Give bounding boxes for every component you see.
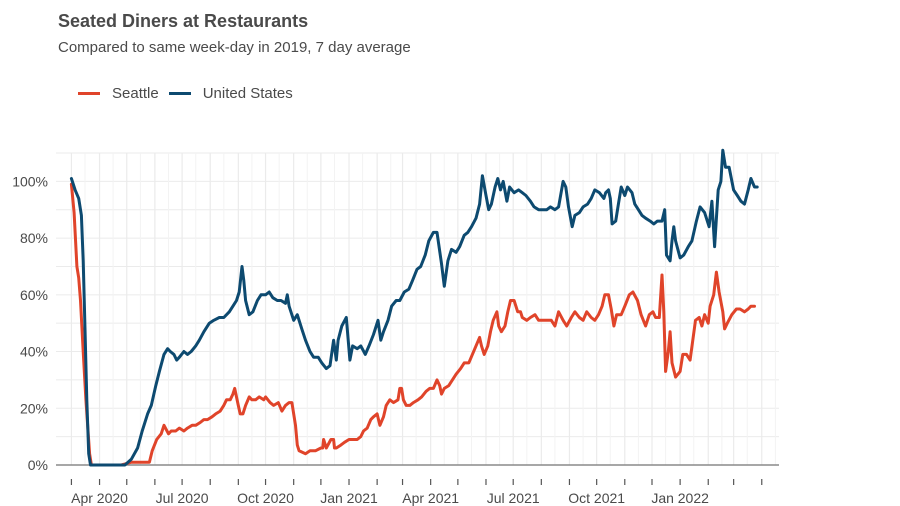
x-tick-label: Jan 2021 [320, 490, 378, 506]
x-tick-label: Jan 2022 [651, 490, 709, 506]
y-axis: 0% 20% 40% 60% 80% 100% [12, 173, 48, 473]
x-tick-label: Apr 2020 [71, 490, 128, 506]
x-tick-label: Jul 2020 [156, 490, 209, 506]
series-lines [69, 148, 759, 467]
chart-title: Seated Diners at Restaurants [58, 11, 309, 31]
legend-label-united-states: United States [202, 85, 293, 102]
series-line-united-states [69, 148, 759, 467]
chart-subtitle: Compared to same week-day in 2019, 7 day… [58, 39, 411, 56]
grid [56, 152, 779, 466]
x-axis: Apr 2020 Jul 2020 Oct 2020 Jan 2021 Apr 2021… [70, 479, 763, 506]
y-tick-label: 100% [12, 173, 48, 189]
x-tick-label: Oct 2020 [237, 490, 294, 506]
x-tick-label: Apr 2021 [402, 490, 459, 506]
y-tick-label: 60% [20, 287, 48, 303]
legend-item-seattle: Seattle [78, 85, 159, 102]
legend-swatch-united-states [168, 92, 191, 95]
y-tick-label: 80% [20, 230, 48, 246]
x-tick-label: Oct 2021 [568, 490, 625, 506]
series-line-seattle [69, 182, 756, 467]
y-tick-label: 20% [20, 400, 48, 416]
y-tick-label: 40% [20, 344, 48, 360]
legend-label-seattle: Seattle [112, 85, 159, 102]
y-tick-label: 0% [28, 457, 48, 473]
x-tick-label: Jul 2021 [487, 490, 540, 506]
legend-item-united-states: United States [168, 85, 293, 102]
legend: Seattle United States [78, 85, 303, 102]
legend-swatch-seattle [78, 92, 100, 95]
